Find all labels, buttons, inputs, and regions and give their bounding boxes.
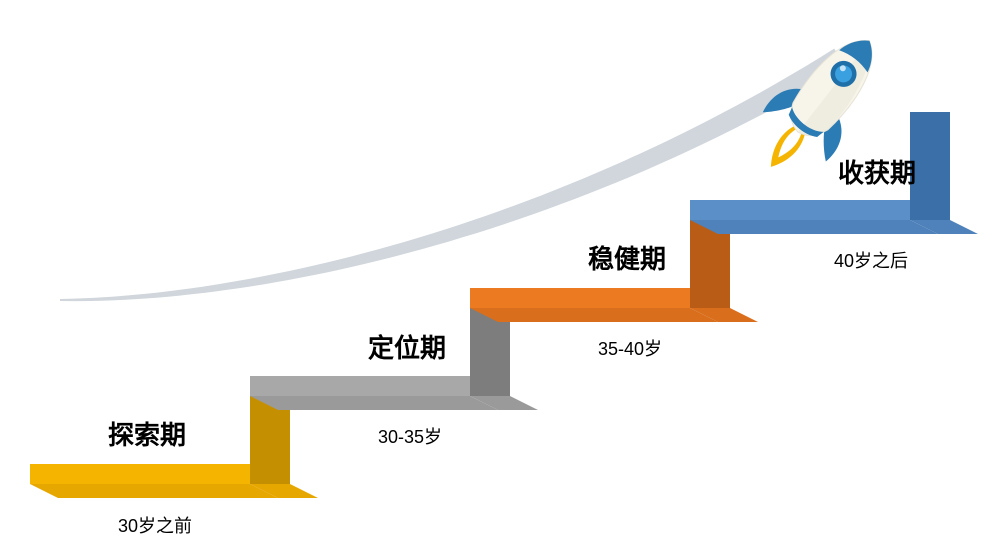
step-title-3: 收获期	[838, 153, 916, 190]
staircase-diagram	[0, 0, 1005, 554]
step-sub-1: 30-35岁	[378, 423, 442, 449]
step-title-0: 探索期	[108, 415, 186, 452]
step-sub-0: 30岁之前	[118, 512, 192, 538]
step-title-2: 稳健期	[588, 239, 666, 276]
step-sub-2: 35-40岁	[598, 335, 662, 361]
step-sub-3: 40岁之后	[834, 247, 908, 273]
step-title-1: 定位期	[368, 328, 446, 365]
